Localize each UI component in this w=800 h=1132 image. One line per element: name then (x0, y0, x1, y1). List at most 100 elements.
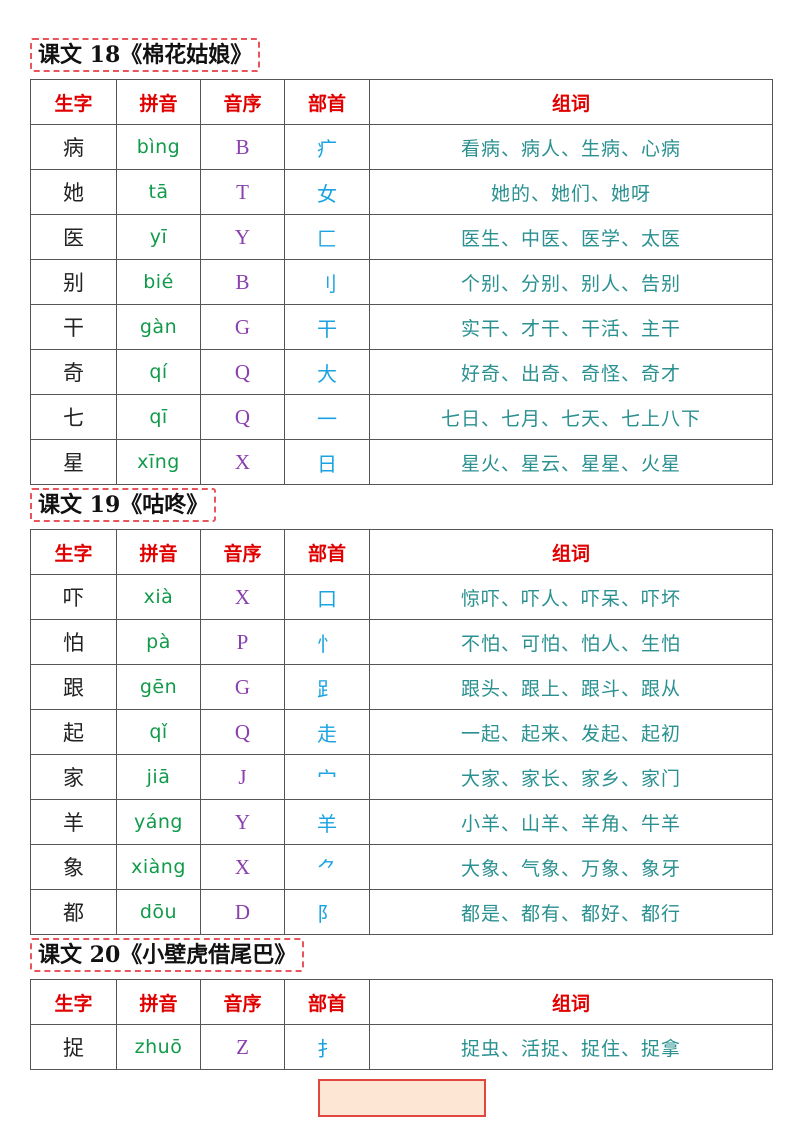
cell-pinyin: pà (116, 619, 201, 665)
header-words: 组词 (369, 979, 773, 1025)
cell-words: 好奇、出奇、奇怪、奇才 (369, 349, 773, 395)
lesson-title: 课文 20《小壁虎借尾巴》 (30, 938, 305, 972)
cell-order: X (200, 844, 285, 890)
cell-order: Y (200, 799, 285, 845)
header-radical: 部首 (284, 529, 370, 575)
cell-order: J (200, 754, 285, 800)
table-row: 吓 xià X 口 惊吓、吓人、吓呆、吓坏 (30, 574, 773, 620)
page-badge (318, 1079, 486, 1117)
cell-order: X (200, 439, 285, 485)
cell-pinyin: gàn (116, 304, 201, 350)
cell-order: Q (200, 394, 285, 440)
cell-words: 捉虫、活捉、捉住、捉拿 (369, 1024, 773, 1070)
cell-char: 吓 (30, 574, 117, 620)
table-row: 她 tā T 女 她的、她们、她呀 (30, 169, 773, 215)
cell-char: 跟 (30, 664, 117, 710)
cell-radical: 忄 (284, 619, 370, 665)
cell-radical: 羊 (284, 799, 370, 845)
header-char: 生字 (30, 529, 117, 575)
table-row: 干 gàn G 干 实干、才干、干活、主干 (30, 304, 773, 350)
cell-words: 惊吓、吓人、吓呆、吓坏 (369, 574, 773, 620)
header-order: 音序 (200, 529, 285, 575)
table-row: 羊 yáng Y 羊 小羊、山羊、羊角、牛羊 (30, 799, 773, 845)
character-table: 生字 拼音 音序 部首 组词 捉 zhuō Z 扌 捉虫、活捉、捉住、捉拿 (30, 979, 773, 1070)
cell-radical: 干 (284, 304, 370, 350)
table-row: 都 dōu D 阝 都是、都有、都好、都行 (30, 889, 773, 935)
cell-radical: ⺈ (284, 844, 370, 890)
cell-pinyin: gēn (116, 664, 201, 710)
cell-radical: 一 (284, 394, 370, 440)
table-row: 捉 zhuō Z 扌 捉虫、活捉、捉住、捉拿 (30, 1024, 773, 1070)
cell-order: B (200, 259, 285, 305)
cell-radical: 扌 (284, 1024, 370, 1070)
cell-radical: 刂 (284, 259, 370, 305)
cell-pinyin: jiā (116, 754, 201, 800)
cell-words: 看病、病人、生病、心病 (369, 124, 773, 170)
table-row: 病 bìng B 疒 看病、病人、生病、心病 (30, 124, 773, 170)
cell-char: 别 (30, 259, 117, 305)
header-words: 组词 (369, 529, 773, 575)
lesson-title: 课文 18《棉花姑娘》 (30, 38, 261, 72)
header-radical: 部首 (284, 979, 370, 1025)
cell-radical: 疒 (284, 124, 370, 170)
cell-char: 星 (30, 439, 117, 485)
table-row: 起 qǐ Q 走 一起、起来、发起、起初 (30, 709, 773, 755)
table-row: 七 qī Q 一 七日、七月、七天、七上八下 (30, 394, 773, 440)
table-row: 奇 qí Q 大 好奇、出奇、奇怪、奇才 (30, 349, 773, 395)
cell-pinyin: dōu (116, 889, 201, 935)
cell-char: 象 (30, 844, 117, 890)
cell-words: 跟头、跟上、跟斗、跟从 (369, 664, 773, 710)
cell-char: 羊 (30, 799, 117, 845)
cell-words: 实干、才干、干活、主干 (369, 304, 773, 350)
character-table: 生字 拼音 音序 部首 组词 吓 xià X 口 惊吓、吓人、吓呆、吓坏 怕 p… (30, 529, 773, 935)
cell-radical: 阝 (284, 889, 370, 935)
cell-pinyin: xià (116, 574, 201, 620)
table-row: 星 xīng X 日 星火、星云、星星、火星 (30, 439, 773, 485)
cell-words: 不怕、可怕、怕人、生怕 (369, 619, 773, 665)
cell-order: Z (200, 1024, 285, 1070)
cell-char: 她 (30, 169, 117, 215)
table-row: 跟 gēn G ⻊ 跟头、跟上、跟斗、跟从 (30, 664, 773, 710)
cell-pinyin: qī (116, 394, 201, 440)
header-char: 生字 (30, 79, 117, 125)
table-header-row: 生字 拼音 音序 部首 组词 (30, 529, 773, 575)
cell-char: 都 (30, 889, 117, 935)
table-row: 家 jiā J 宀 大家、家长、家乡、家门 (30, 754, 773, 800)
table-row: 怕 pà P 忄 不怕、可怕、怕人、生怕 (30, 619, 773, 665)
cell-char: 病 (30, 124, 117, 170)
cell-pinyin: tā (116, 169, 201, 215)
cell-pinyin: qí (116, 349, 201, 395)
cell-radical: 匚 (284, 214, 370, 260)
cell-order: Y (200, 214, 285, 260)
cell-pinyin: bìng (116, 124, 201, 170)
cell-char: 七 (30, 394, 117, 440)
cell-words: 星火、星云、星星、火星 (369, 439, 773, 485)
table-header-row: 生字 拼音 音序 部首 组词 (30, 79, 773, 125)
cell-order: X (200, 574, 285, 620)
cell-words: 七日、七月、七天、七上八下 (369, 394, 773, 440)
cell-words: 个别、分别、别人、告别 (369, 259, 773, 305)
character-table: 生字 拼音 音序 部首 组词 病 bìng B 疒 看病、病人、生病、心病 她 … (30, 79, 773, 485)
cell-order: B (200, 124, 285, 170)
header-char: 生字 (30, 979, 117, 1025)
cell-char: 医 (30, 214, 117, 260)
cell-order: G (200, 304, 285, 350)
table-row: 医 yī Y 匚 医生、中医、医学、太医 (30, 214, 773, 260)
cell-words: 大家、家长、家乡、家门 (369, 754, 773, 800)
cell-radical: 大 (284, 349, 370, 395)
cell-pinyin: zhuō (116, 1024, 201, 1070)
cell-radical: 口 (284, 574, 370, 620)
cell-words: 大象、气象、万象、象牙 (369, 844, 773, 890)
cell-char: 家 (30, 754, 117, 800)
cell-radical: 走 (284, 709, 370, 755)
cell-words: 一起、起来、发起、起初 (369, 709, 773, 755)
table-row: 象 xiàng X ⺈ 大象、气象、万象、象牙 (30, 844, 773, 890)
header-radical: 部首 (284, 79, 370, 125)
cell-radical: ⻊ (284, 664, 370, 710)
lesson-title: 课文 19《咕咚》 (30, 488, 217, 522)
cell-char: 干 (30, 304, 117, 350)
header-pinyin: 拼音 (116, 79, 201, 125)
header-pinyin: 拼音 (116, 979, 201, 1025)
cell-order: G (200, 664, 285, 710)
header-order: 音序 (200, 79, 285, 125)
